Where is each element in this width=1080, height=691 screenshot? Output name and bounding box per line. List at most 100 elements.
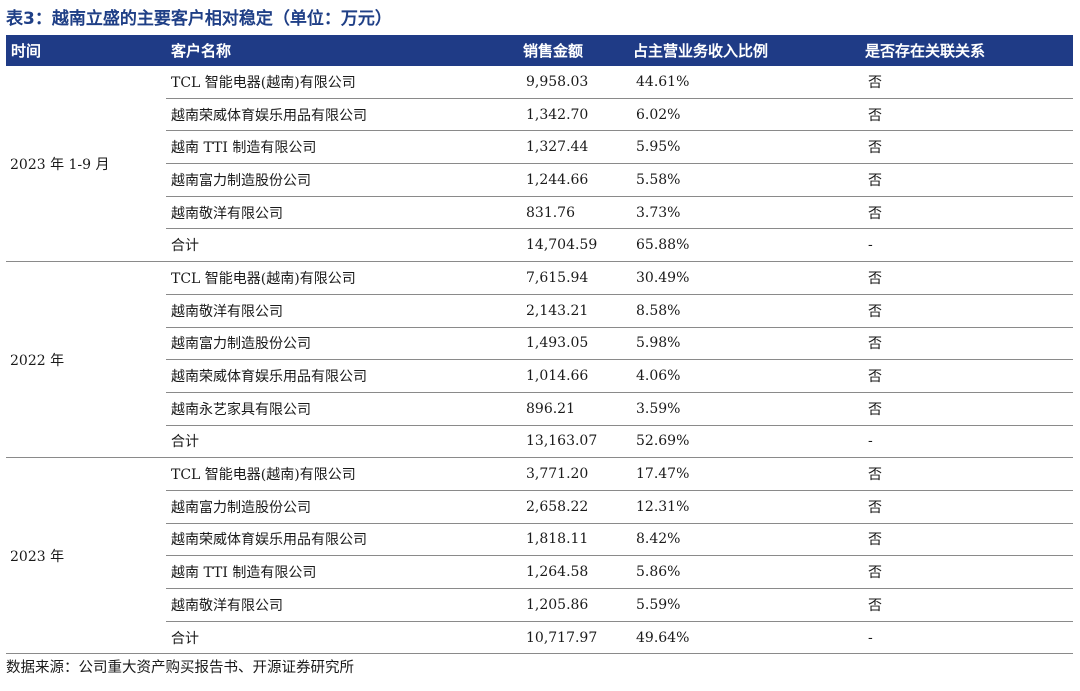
sales-amount-cell: 831.76 <box>518 196 628 230</box>
table-row: 越南永艺家具有限公司 896.21 3.59% 否 <box>6 392 1073 426</box>
header-revenue-ratio: 占主营业务收入比例 <box>633 42 769 60</box>
related-party-cell: 否 <box>860 457 1073 491</box>
revenue-ratio-cell: 49.64% <box>628 621 860 655</box>
sales-amount-cell: 14,704.59 <box>518 228 628 263</box>
related-party-cell: 否 <box>860 555 1073 589</box>
related-party-cell: 否 <box>860 66 1073 99</box>
period-cell: 2023 年 1-9 月 <box>6 66 166 263</box>
sales-amount-cell: 1,493.05 <box>518 327 628 361</box>
table-row: 越南富力制造股份公司 1,244.66 5.58% 否 <box>6 163 1073 197</box>
customer-name-cell: 越南永艺家具有限公司 <box>166 392 518 426</box>
table-row: 越南 TTI 制造有限公司 1,327.44 5.95% 否 <box>6 130 1073 165</box>
sales-amount-cell: 896.21 <box>518 392 628 426</box>
period-cell: 2023 年 <box>6 457 166 655</box>
table-row: 2023 年 1-9 月 TCL 智能电器(越南)有限公司 9,958.03 44.6… <box>6 66 1073 263</box>
revenue-ratio-cell: 30.49% <box>628 261 860 295</box>
revenue-ratio-cell: 12.31% <box>628 490 860 524</box>
related-party-cell: 否 <box>860 98 1073 132</box>
table-row: 2022 年 TCL 智能电器(越南)有限公司 7,615.94 30.49% 否 <box>6 261 1073 459</box>
sales-amount-cell: 1,818.11 <box>518 523 628 557</box>
revenue-ratio-cell: 52.69% <box>628 425 860 459</box>
revenue-ratio-cell: 6.02% <box>628 98 860 132</box>
revenue-ratio-cell: 3.59% <box>628 392 860 426</box>
table-row: 越南荣威体育娱乐用品有限公司 1,014.66 4.06% 否 <box>6 359 1073 393</box>
table-total-row: 合计 10,717.97 49.64% - <box>6 621 1073 655</box>
revenue-ratio-cell: 5.59% <box>628 588 860 622</box>
customer-name-cell: 合计 <box>166 425 518 459</box>
related-party-cell: 否 <box>860 261 1073 295</box>
header-time: 时间 <box>11 42 42 60</box>
related-party-cell: 否 <box>860 130 1073 165</box>
sales-amount-cell: 2,658.22 <box>518 490 628 524</box>
table-total-row: 合计 14,704.59 65.88% - <box>6 228 1073 263</box>
customer-name-cell: 合计 <box>166 621 518 655</box>
revenue-ratio-cell: 65.88% <box>628 228 860 263</box>
customer-name-cell: TCL 智能电器(越南)有限公司 <box>166 261 518 295</box>
table-header-row: 时间 客户名称 销售金额 占主营业务收入比例 是否存在关联关系 <box>6 35 1073 66</box>
revenue-ratio-cell: 8.58% <box>628 294 860 328</box>
table-row: 越南富力制造股份公司 2,658.22 12.31% 否 <box>6 490 1073 524</box>
table-total-row: 合计 13,163.07 52.69% - <box>6 425 1073 459</box>
customer-name-cell: 越南 TTI 制造有限公司 <box>166 130 518 165</box>
related-party-cell: 否 <box>860 359 1073 393</box>
related-party-cell: 否 <box>860 327 1073 361</box>
related-party-cell: 否 <box>860 490 1073 524</box>
customer-name-cell: TCL 智能电器(越南)有限公司 <box>166 66 518 99</box>
table-row: 越南敬洋有限公司 1,205.86 5.59% 否 <box>6 588 1073 622</box>
revenue-ratio-cell: 5.58% <box>628 163 860 197</box>
related-party-cell: - <box>860 425 1073 459</box>
table-row: 越南富力制造股份公司 1,493.05 5.98% 否 <box>6 327 1073 361</box>
sales-amount-cell: 13,163.07 <box>518 425 628 459</box>
sales-amount-cell: 1,342.70 <box>518 98 628 132</box>
sales-amount-cell: 1,327.44 <box>518 130 628 165</box>
customer-table: 时间 客户名称 销售金额 占主营业务收入比例 是否存在关联关系 2023 年 1… <box>6 35 1073 655</box>
sales-amount-cell: 7,615.94 <box>518 261 628 295</box>
sales-amount-cell: 9,958.03 <box>518 66 628 99</box>
sales-amount-cell: 1,244.66 <box>518 163 628 197</box>
customer-name-cell: 越南 TTI 制造有限公司 <box>166 555 518 589</box>
customer-name-cell: 越南荣威体育娱乐用品有限公司 <box>166 359 518 393</box>
revenue-ratio-cell: 17.47% <box>628 457 860 491</box>
table-title: 表3：越南立盛的主要客户相对稳定（单位：万元） <box>6 9 392 29</box>
table-body: 2023 年 1-9 月 TCL 智能电器(越南)有限公司 9,958.03 44.6… <box>6 66 1073 655</box>
revenue-ratio-cell: 5.95% <box>628 130 860 165</box>
customer-name-cell: 越南敬洋有限公司 <box>166 196 518 230</box>
revenue-ratio-cell: 44.61% <box>628 66 860 99</box>
sales-amount-cell: 2,143.21 <box>518 294 628 328</box>
sales-amount-cell: 3,771.20 <box>518 457 628 491</box>
table-row: 越南敬洋有限公司 831.76 3.73% 否 <box>6 196 1073 230</box>
source-note: 数据来源：公司重大资产购买报告书、开源证券研究所 <box>6 660 354 676</box>
customer-name-cell: 越南敬洋有限公司 <box>166 294 518 328</box>
related-party-cell: 否 <box>860 523 1073 557</box>
customer-name-cell: 越南富力制造股份公司 <box>166 490 518 524</box>
related-party-cell: - <box>860 621 1073 655</box>
header-customer-name: 客户名称 <box>171 42 232 60</box>
table-row: 越南荣威体育娱乐用品有限公司 1,818.11 8.42% 否 <box>6 523 1073 557</box>
customer-name-cell: 越南敬洋有限公司 <box>166 588 518 622</box>
revenue-ratio-cell: 3.73% <box>628 196 860 230</box>
revenue-ratio-cell: 8.42% <box>628 523 860 557</box>
customer-name-cell: 越南荣威体育娱乐用品有限公司 <box>166 98 518 132</box>
period-cell: 2022 年 <box>6 261 166 459</box>
customer-name-cell: TCL 智能电器(越南)有限公司 <box>166 457 518 491</box>
related-party-cell: 否 <box>860 163 1073 197</box>
related-party-cell: 否 <box>860 392 1073 426</box>
customer-name-cell: 越南富力制造股份公司 <box>166 327 518 361</box>
table-row: 越南荣威体育娱乐用品有限公司 1,342.70 6.02% 否 <box>6 98 1073 132</box>
header-related-party: 是否存在关联关系 <box>865 42 986 60</box>
related-party-cell: - <box>860 228 1073 263</box>
revenue-ratio-cell: 5.86% <box>628 555 860 589</box>
related-party-cell: 否 <box>860 196 1073 230</box>
customer-name-cell: 越南富力制造股份公司 <box>166 163 518 197</box>
sales-amount-cell: 1,205.86 <box>518 588 628 622</box>
table-row: 2023 年 TCL 智能电器(越南)有限公司 3,771.20 17.47% 否 <box>6 457 1073 655</box>
customer-name-cell: 越南荣威体育娱乐用品有限公司 <box>166 523 518 557</box>
related-party-cell: 否 <box>860 294 1073 328</box>
header-sales-amount: 销售金额 <box>523 42 584 60</box>
table-row: 越南敬洋有限公司 2,143.21 8.58% 否 <box>6 294 1073 328</box>
customer-name-cell: 合计 <box>166 228 518 263</box>
revenue-ratio-cell: 4.06% <box>628 359 860 393</box>
sales-amount-cell: 10,717.97 <box>518 621 628 655</box>
sales-amount-cell: 1,014.66 <box>518 359 628 393</box>
table-row: 越南 TTI 制造有限公司 1,264.58 5.86% 否 <box>6 555 1073 589</box>
